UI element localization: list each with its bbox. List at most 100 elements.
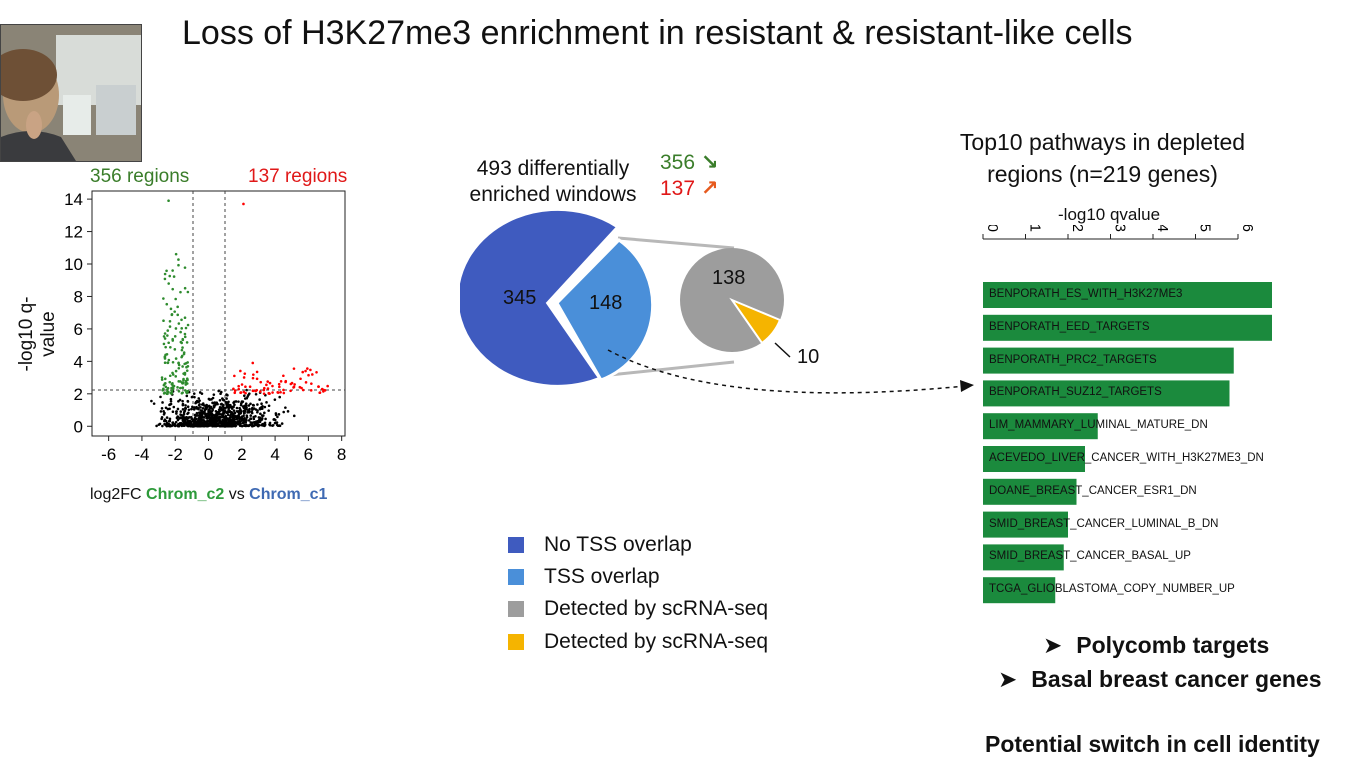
volcano-point [179,386,182,390]
volcano-point [183,409,187,413]
volcano-point [275,421,279,424]
volcano-point [170,389,174,393]
volcano-point [284,406,287,409]
volcano-point [230,424,233,428]
presenter-video[interactable] [0,24,142,162]
volcano-point [163,391,167,394]
volcano-point [218,424,222,428]
volcano-point [224,400,228,404]
volcano-point [301,370,305,374]
volcano-point [276,391,280,394]
volcano-point [168,403,172,406]
x-tick-label: 6 [304,445,313,464]
legend-swatch [508,536,524,553]
volcano-point [177,263,180,267]
volcano-point [152,402,156,405]
volcano-point [203,411,206,415]
pathway-bar-label: SMID_BREAST_CANCER_BASAL_UP [989,550,1191,563]
volcano-point [216,402,219,406]
volcano-point [258,406,262,410]
main-pie [460,210,655,387]
volcano-point [279,380,283,383]
volcano-point [317,385,320,388]
volcano-point [304,369,307,373]
volcano-point [192,392,196,395]
volcano-point [216,413,219,417]
volcano-point [160,376,164,379]
volcano-point [245,406,248,409]
volcano-point [183,286,187,290]
legend-swatch [508,600,524,617]
volcano-point [256,403,259,406]
volcano-point [187,424,190,428]
volcano-point [181,399,184,403]
volcano-point [174,369,178,373]
volcano-point [179,410,183,413]
pathway-bar-label: DOANE_BREAST_CANCER_ESR1_DN [989,484,1197,497]
volcano-point [203,409,207,412]
volcano-point [309,389,313,392]
presenter-video-icon [1,25,141,161]
volcano-point [263,405,267,409]
volcano-point [176,305,179,309]
volcano-point [205,422,209,426]
volcano-point [182,414,185,418]
volcano-point [231,415,234,419]
volcano-point [286,410,290,413]
volcano-point [233,374,236,378]
volcano-point [174,297,177,301]
volcano-point [160,407,164,410]
arrow-bullet-icon: ➤ [1043,632,1063,658]
volcano-point [244,385,247,389]
volcano-point [176,415,180,419]
volcano-point [161,424,164,428]
volcano-point [168,380,172,384]
volcano-point [258,416,262,419]
volcano-point [210,413,214,416]
volcano-point [233,403,236,407]
volcano-point [184,383,188,386]
volcano-point [174,357,178,360]
volcano-point [226,423,229,427]
volcano-point [315,370,318,374]
volcano-point [176,418,180,422]
volcano-point [175,410,178,413]
volcano-point [219,406,223,410]
volcano-point [202,403,206,407]
volcano-point [163,361,167,365]
volcano-point [266,380,270,383]
y-tick-label: 6 [74,320,83,339]
volcano-point [262,392,266,395]
volcano-point [166,386,170,390]
volcano-point [174,375,178,378]
volcano-point [193,423,197,427]
volcano-point [209,405,213,409]
volcano-point [208,409,212,413]
volcano-point [271,384,274,388]
volcano-point [251,376,255,380]
volcano-point [276,415,279,419]
x-tick-label: 0 [204,445,213,464]
volcano-point [195,411,199,415]
volcano-point [301,388,305,392]
pathway-bar-label: BENPORATH_EED_TARGETS [989,320,1150,333]
volcano-point [258,418,261,422]
volcano-point [183,266,187,269]
y-tick-label: 10 [64,255,83,274]
volcano-point [259,380,263,384]
volcano-point [252,420,256,424]
volcano-point [267,409,270,412]
pathway-bar-label: LIM_MAMMARY_LUMINAL_MATURE_DN [989,419,1208,432]
volcano-point [167,420,171,423]
pathway-tick-label: 6 [1239,225,1256,232]
volcano-point [255,422,259,426]
pie-down-count-value: 356 [660,151,696,174]
volcano-point [268,423,272,427]
volcano-point [167,282,170,285]
volcano-point [251,424,255,428]
pathway-bar-chart: 0 1 2 3 4 5 6 [982,225,1272,604]
volcano-point [254,415,257,418]
legend-swatch [508,568,524,585]
volcano-point [172,405,176,409]
volcano-point [243,409,247,413]
